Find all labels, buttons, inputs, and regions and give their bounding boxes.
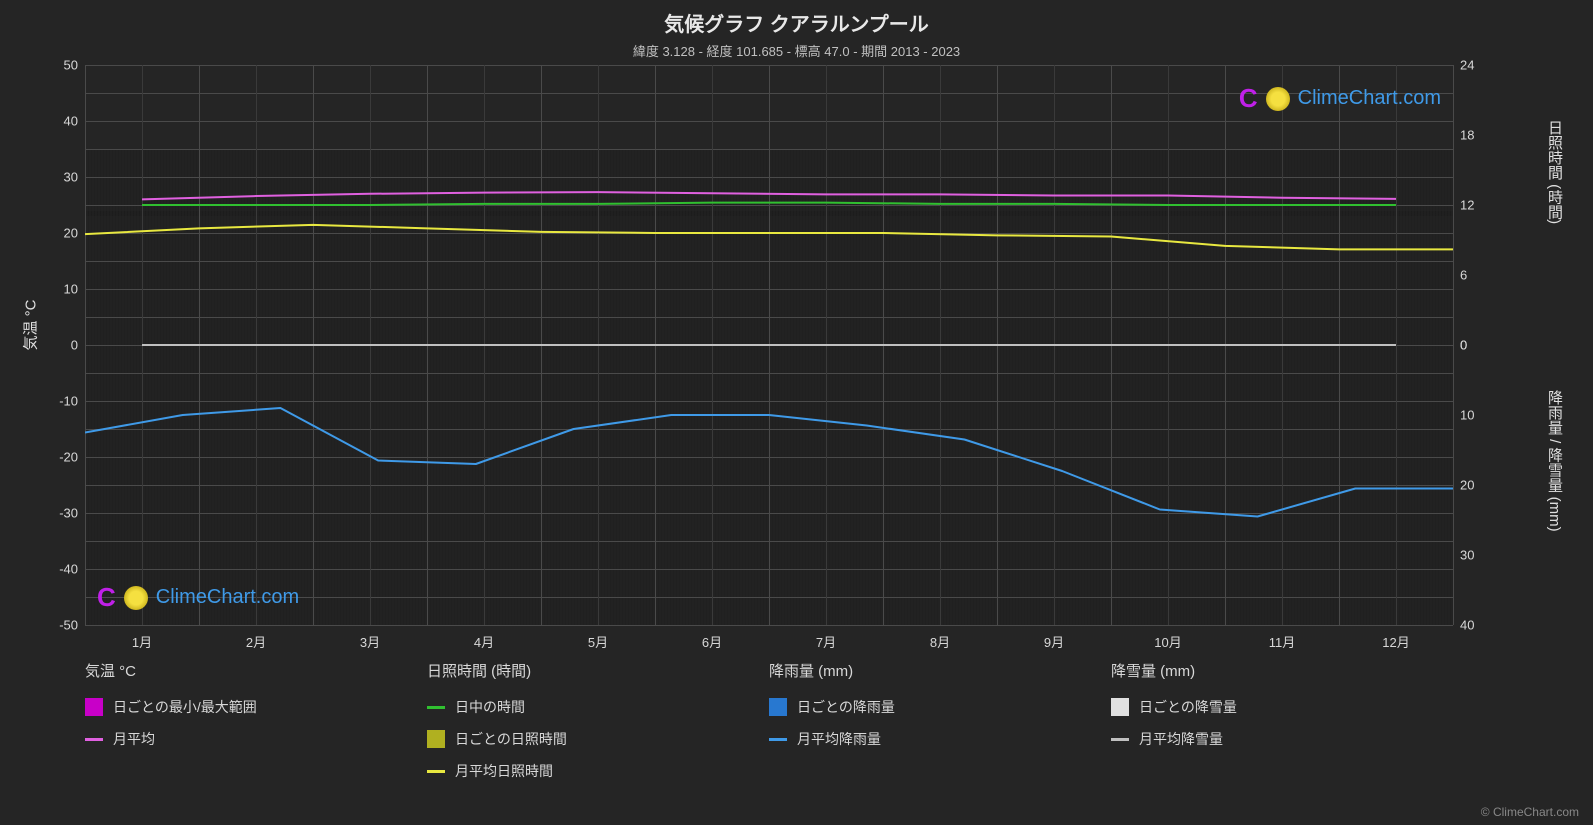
- x-month-tick: 2月: [246, 632, 266, 651]
- y-left-tick: 30: [28, 170, 78, 185]
- y-left-tick: -40: [28, 562, 78, 577]
- x-month-tick: 6月: [702, 632, 722, 651]
- legend-swatch: [769, 698, 787, 716]
- legend-item: 月平均日照時間: [427, 761, 769, 781]
- x-month-tick: 5月: [588, 632, 608, 651]
- y-left-tick: 40: [28, 114, 78, 129]
- y-left-tick: 10: [28, 282, 78, 297]
- legend-title: 気温 °C: [85, 660, 427, 681]
- watermark-bottom: C ClimeChart.com: [97, 582, 299, 613]
- legend-swatch: [427, 770, 445, 773]
- legend-column: 降雨量 (mm) 日ごとの降雨量月平均降雨量: [769, 660, 1111, 781]
- legend-title: 降雨量 (mm): [769, 660, 1111, 681]
- legend-label: 日ごとの日照時間: [455, 729, 567, 749]
- logo-sun-icon: [1266, 87, 1290, 111]
- attribution: © ClimeChart.com: [1481, 805, 1579, 819]
- legend-swatch: [427, 730, 445, 748]
- legend-swatch: [427, 706, 445, 709]
- legend-column: 気温 °C 日ごとの最小/最大範囲月平均: [85, 660, 427, 781]
- legend-column: 降雪量 (mm) 日ごとの降雪量月平均降雪量: [1111, 660, 1453, 781]
- legend-item: 日中の時間: [427, 697, 769, 717]
- y-right-top-tick: 12: [1460, 198, 1474, 213]
- chart-subtitle: 緯度 3.128 - 経度 101.685 - 標高 47.0 - 期間 201…: [0, 37, 1593, 68]
- x-month-tick: 7月: [816, 632, 836, 651]
- legend-label: 月平均日照時間: [455, 761, 553, 781]
- y-right-top-tick: 6: [1460, 268, 1467, 283]
- x-month-tick: 8月: [930, 632, 950, 651]
- y-left-tick: -10: [28, 394, 78, 409]
- legend-label: 日ごとの降雨量: [797, 697, 895, 717]
- legend-item: 月平均降雨量: [769, 729, 1111, 749]
- legend-swatch: [1111, 738, 1129, 741]
- logo-c-icon: C: [1239, 83, 1258, 114]
- legend: 気温 °C 日ごとの最小/最大範囲月平均 日照時間 (時間) 日中の時間日ごとの日照時…: [85, 660, 1453, 781]
- y-left-tick: -50: [28, 618, 78, 633]
- x-month-tick: 3月: [360, 632, 380, 651]
- legend-label: 日ごとの降雪量: [1139, 697, 1237, 717]
- y-left-tick: -20: [28, 450, 78, 465]
- y-left-tick: -30: [28, 506, 78, 521]
- x-month-tick: 9月: [1044, 632, 1064, 651]
- y-left-tick: 50: [28, 58, 78, 73]
- watermark-text: ClimeChart.com: [156, 586, 299, 609]
- legend-label: 月平均: [113, 729, 155, 749]
- y-right-top-tick: 18: [1460, 128, 1474, 143]
- legend-title: 降雪量 (mm): [1111, 660, 1453, 681]
- legend-column: 日照時間 (時間) 日中の時間日ごとの日照時間月平均日照時間: [427, 660, 769, 781]
- watermark-text: ClimeChart.com: [1298, 87, 1441, 110]
- legend-item: 日ごとの降雨量: [769, 697, 1111, 717]
- logo-c-icon: C: [97, 582, 116, 613]
- legend-swatch: [85, 698, 103, 716]
- x-month-tick: 1月: [132, 632, 152, 651]
- legend-label: 日ごとの最小/最大範囲: [113, 697, 257, 717]
- watermark-top: C ClimeChart.com: [1239, 83, 1441, 114]
- x-month-tick: 4月: [474, 632, 494, 651]
- legend-swatch: [1111, 698, 1129, 716]
- y-right-bottom-tick: 20: [1460, 478, 1474, 493]
- legend-title: 日照時間 (時間): [427, 660, 769, 681]
- y-right-bottom-tick: 0: [1460, 338, 1467, 353]
- y-axis-right-bottom-label: 降雨量 / 降雪量 (mm): [1544, 390, 1565, 532]
- y-left-tick: 0: [28, 338, 78, 353]
- x-month-tick: 11月: [1269, 632, 1296, 651]
- x-month-tick: 10月: [1154, 632, 1181, 651]
- y-right-bottom-tick: 30: [1460, 548, 1474, 563]
- legend-label: 月平均降雨量: [797, 729, 881, 749]
- legend-swatch: [85, 738, 103, 741]
- logo-sun-icon: [124, 586, 148, 610]
- y-right-bottom-tick: 10: [1460, 408, 1474, 423]
- y-right-bottom-tick: 40: [1460, 618, 1474, 633]
- legend-item: 月平均降雪量: [1111, 729, 1453, 749]
- y-right-top-tick: 24: [1460, 58, 1474, 73]
- y-axis-right-top-label: 日照時間 (時間): [1544, 120, 1565, 224]
- legend-label: 日中の時間: [455, 697, 525, 717]
- grid-layer: [85, 65, 1453, 625]
- y-left-tick: 20: [28, 226, 78, 241]
- legend-item: 月平均: [85, 729, 427, 749]
- legend-item: 日ごとの最小/最大範囲: [85, 697, 427, 717]
- x-month-tick: 12月: [1382, 632, 1409, 651]
- legend-item: 日ごとの降雪量: [1111, 697, 1453, 717]
- legend-swatch: [769, 738, 787, 741]
- chart-plot-area: C ClimeChart.com C ClimeChart.com: [85, 65, 1453, 625]
- chart-title: 気候グラフ クアラルンプール: [0, 0, 1593, 37]
- legend-item: 日ごとの日照時間: [427, 729, 769, 749]
- legend-label: 月平均降雪量: [1139, 729, 1223, 749]
